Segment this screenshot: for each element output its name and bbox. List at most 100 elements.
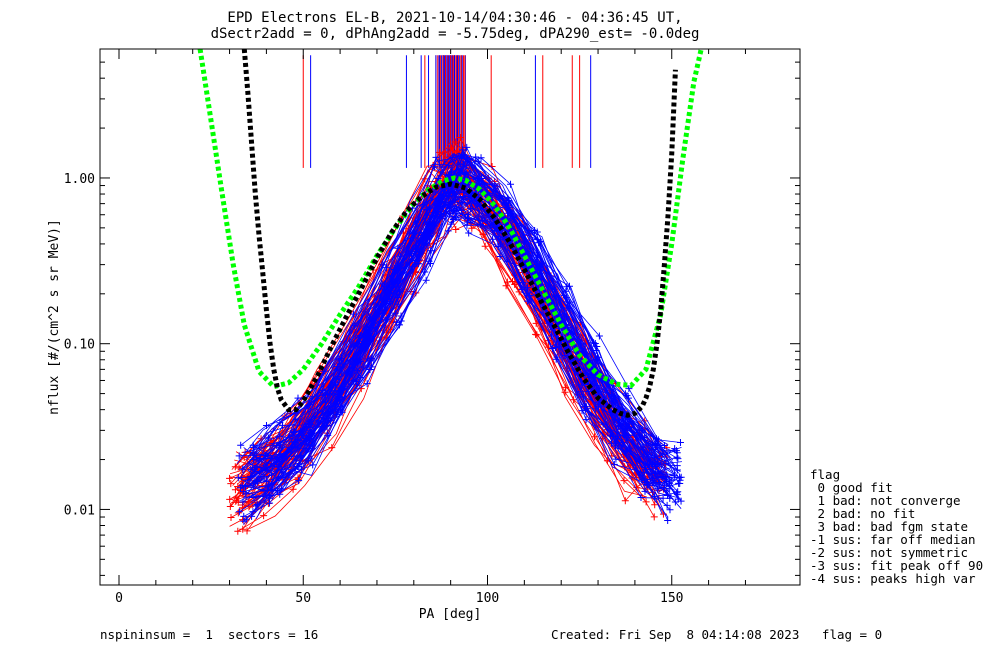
legend-entry: 1 bad: not converge bbox=[810, 493, 961, 508]
data-point bbox=[582, 416, 590, 424]
data-point bbox=[561, 388, 569, 396]
data-point bbox=[445, 193, 453, 201]
data-point bbox=[325, 415, 333, 423]
y-tick-label: 0.10 bbox=[64, 338, 95, 353]
data-point bbox=[396, 252, 404, 260]
data-point bbox=[526, 291, 534, 299]
data-point bbox=[253, 500, 261, 508]
data-point bbox=[560, 310, 568, 318]
data-point bbox=[306, 435, 314, 443]
legend-entry: -3 sus: fit peak off 90 bbox=[810, 558, 984, 573]
data-point bbox=[323, 391, 331, 399]
data-point bbox=[364, 355, 372, 363]
data-point bbox=[648, 474, 656, 482]
data-point bbox=[608, 439, 616, 447]
data-point bbox=[467, 218, 475, 226]
sweep-line bbox=[243, 182, 668, 499]
data-point bbox=[562, 294, 570, 302]
chart-title: EPD Electrons EL-B, 2021-10-14/04:30:46 … bbox=[227, 10, 682, 26]
data-point bbox=[226, 474, 234, 482]
data-point bbox=[673, 453, 681, 461]
data-point bbox=[587, 372, 595, 380]
data-point bbox=[289, 485, 297, 493]
data-point bbox=[231, 463, 239, 471]
sweep-line bbox=[247, 173, 672, 486]
data-point bbox=[458, 206, 466, 214]
data-point bbox=[234, 474, 242, 482]
data-point bbox=[456, 134, 464, 142]
data-point bbox=[509, 278, 516, 286]
data-point bbox=[244, 476, 252, 484]
data-point bbox=[664, 491, 672, 499]
sweep-line bbox=[255, 203, 681, 520]
data-point bbox=[450, 207, 458, 215]
data-point bbox=[239, 465, 247, 473]
axis-group: 0 50 100 150 0.01 0.10 1.00 bbox=[64, 49, 800, 606]
data-point bbox=[295, 477, 303, 485]
data-point bbox=[354, 372, 362, 380]
data-point bbox=[449, 153, 457, 161]
data-point bbox=[235, 464, 243, 472]
data-point bbox=[463, 143, 471, 151]
fit-line-black bbox=[241, 49, 678, 418]
data-point bbox=[674, 455, 682, 463]
data-point bbox=[262, 477, 270, 485]
data-point bbox=[446, 203, 454, 211]
data-point bbox=[235, 452, 243, 460]
data-point bbox=[488, 162, 496, 170]
x-axis-label: PA [deg] bbox=[419, 607, 482, 622]
data-point bbox=[468, 224, 476, 232]
x-tick-label: 150 bbox=[660, 591, 683, 606]
data-point bbox=[651, 469, 659, 477]
data-point bbox=[654, 485, 662, 493]
data-point bbox=[612, 435, 620, 443]
data-point bbox=[674, 495, 682, 503]
data-point bbox=[664, 517, 672, 525]
legend-entry: -1 sus: far off median bbox=[810, 532, 976, 547]
data-point bbox=[329, 390, 337, 398]
x-tick-label: 50 bbox=[295, 591, 311, 606]
data-point bbox=[388, 286, 396, 294]
legend-entry: -4 sus: peaks high var bbox=[810, 571, 976, 586]
y-tick-label: 0.01 bbox=[64, 503, 95, 518]
data-point bbox=[507, 180, 515, 188]
data-point bbox=[524, 297, 532, 305]
data-point bbox=[651, 460, 659, 468]
data-point bbox=[670, 471, 678, 479]
data-point bbox=[459, 150, 467, 158]
data-point bbox=[266, 499, 274, 507]
data-point bbox=[474, 158, 482, 166]
data-point bbox=[265, 434, 273, 442]
data-point bbox=[620, 477, 628, 485]
data-point bbox=[260, 512, 268, 520]
data-point bbox=[297, 465, 305, 473]
data-point bbox=[397, 312, 405, 320]
legend-entry: 3 bad: bad fgm state bbox=[810, 519, 969, 534]
data-point bbox=[237, 441, 245, 449]
data-point bbox=[412, 218, 420, 226]
data-point bbox=[654, 436, 662, 444]
data-point bbox=[593, 343, 601, 351]
data-point bbox=[250, 455, 258, 463]
data-point bbox=[481, 242, 489, 250]
data-point bbox=[328, 444, 336, 452]
data-point bbox=[437, 211, 445, 219]
sweep-line bbox=[250, 198, 675, 502]
data-point bbox=[422, 276, 430, 284]
data-point bbox=[666, 506, 674, 514]
data-point bbox=[363, 380, 371, 388]
chart-subtitle: dSectr2add = 0, dPhAng2add = -5.75deg, d… bbox=[211, 26, 700, 42]
data-point bbox=[621, 390, 629, 398]
data-point bbox=[644, 481, 652, 489]
data-point bbox=[610, 460, 618, 468]
data-point bbox=[226, 495, 234, 503]
data-point bbox=[231, 486, 239, 494]
fit-line-green bbox=[197, 49, 704, 390]
data-point bbox=[266, 492, 274, 500]
data-point bbox=[337, 354, 345, 362]
data-point bbox=[242, 490, 250, 498]
fit-group bbox=[197, 49, 704, 418]
sweep-group bbox=[226, 134, 685, 535]
data-point bbox=[234, 527, 242, 535]
